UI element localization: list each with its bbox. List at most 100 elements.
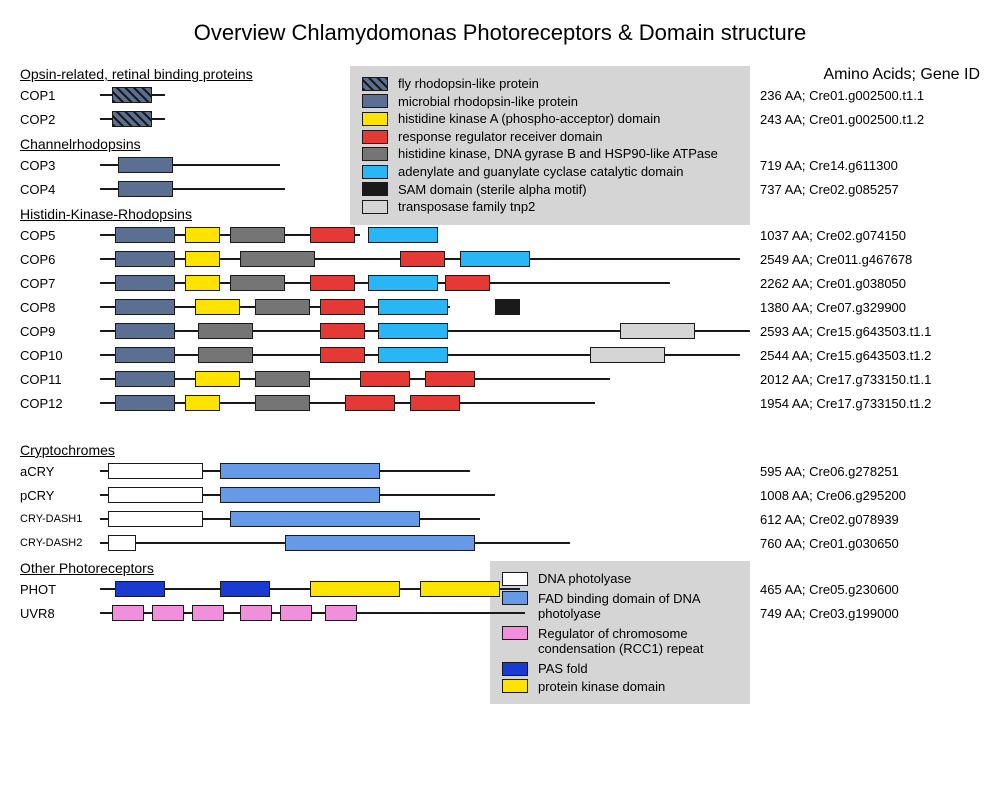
domain-box bbox=[195, 371, 240, 387]
protein-info: 612 AA; Cre02.g078939 bbox=[760, 512, 899, 527]
domain-box bbox=[115, 581, 165, 597]
section-header: Cryptochromes bbox=[20, 442, 980, 458]
domain-box bbox=[240, 605, 272, 621]
protein-row: COP102544 AA; Cre15.g643503.t1.2 bbox=[20, 344, 980, 366]
diagram-container: fly rhodopsin-like proteinmicrobial rhod… bbox=[20, 66, 980, 624]
legend-swatch bbox=[502, 679, 528, 693]
protein-row: aCRY595 AA; Cre06.g278251 bbox=[20, 460, 980, 482]
protein-label: COP5 bbox=[20, 228, 100, 243]
domain-box bbox=[115, 323, 175, 339]
protein-track bbox=[100, 225, 750, 245]
protein-info: 719 AA; Cre14.g611300 bbox=[760, 158, 898, 173]
domain-box bbox=[368, 275, 438, 291]
legend-swatch bbox=[362, 200, 388, 214]
domain-box bbox=[320, 299, 365, 315]
protein-info: 2549 AA; Cre011.g467678 bbox=[760, 252, 912, 267]
legend-label: PAS fold bbox=[538, 661, 588, 677]
domain-box bbox=[310, 275, 355, 291]
domain-box bbox=[115, 395, 175, 411]
protein-track bbox=[100, 369, 750, 389]
protein-row: COP4 737 AA; Cre02.g085257 bbox=[20, 178, 980, 200]
legend-item: protein kinase domain bbox=[502, 679, 738, 695]
protein-label: pCRY bbox=[20, 488, 100, 503]
legend-item: transposase family tnp2 bbox=[362, 199, 738, 215]
protein-label: PHOT bbox=[20, 582, 100, 597]
legend-label: Regulator of chromosome condensation (RC… bbox=[538, 626, 738, 657]
domain-box bbox=[220, 487, 380, 503]
protein-row: COP92593 AA; Cre15.g643503.t1.1 bbox=[20, 320, 980, 342]
domain-box bbox=[400, 251, 445, 267]
domain-box bbox=[320, 347, 365, 363]
legend-item: response regulator receiver domain bbox=[362, 129, 738, 145]
backbone-line bbox=[100, 378, 610, 380]
legend-label: protein kinase domain bbox=[538, 679, 665, 695]
protein-label: CRY-DASH2 bbox=[20, 537, 100, 549]
legend-label: transposase family tnp2 bbox=[398, 199, 535, 215]
domain-box bbox=[620, 323, 695, 339]
protein-row: COP72262 AA; Cre01.g038050 bbox=[20, 272, 980, 294]
domain-box bbox=[425, 371, 475, 387]
protein-track bbox=[100, 579, 750, 599]
protein-track bbox=[100, 85, 750, 105]
protein-label: COP8 bbox=[20, 300, 100, 315]
protein-row: COP6 2549 AA; Cre011.g467678 bbox=[20, 248, 980, 270]
domain-box bbox=[198, 323, 253, 339]
protein-track bbox=[100, 393, 750, 413]
domain-box bbox=[108, 535, 136, 551]
protein-track bbox=[100, 509, 750, 529]
protein-info: 1380 AA; Cre07.g329900 bbox=[760, 300, 906, 315]
legend-item: PAS fold bbox=[502, 661, 738, 677]
protein-info: 737 AA; Cre02.g085257 bbox=[760, 182, 899, 197]
domain-box bbox=[108, 487, 203, 503]
domain-box bbox=[220, 581, 270, 597]
protein-label: CRY-DASH1 bbox=[20, 513, 100, 525]
domain-box bbox=[360, 371, 410, 387]
domain-box bbox=[378, 347, 448, 363]
domain-box bbox=[115, 347, 175, 363]
protein-track bbox=[100, 109, 750, 129]
protein-info: 1008 AA; Cre06.g295200 bbox=[760, 488, 906, 503]
domain-box bbox=[495, 299, 520, 315]
domain-box bbox=[220, 463, 380, 479]
protein-track bbox=[100, 155, 750, 175]
domain-box bbox=[115, 227, 175, 243]
protein-info: 749 AA; Cre03.g199000 bbox=[760, 606, 899, 621]
protein-label: COP4 bbox=[20, 182, 100, 197]
domain-box bbox=[198, 347, 253, 363]
protein-row: CRY-DASH2760 AA; Cre01.g030650 bbox=[20, 532, 980, 554]
domain-box bbox=[285, 535, 475, 551]
domain-box bbox=[185, 275, 220, 291]
protein-row: COP121954 AA; Cre17.g733150.t1.2 bbox=[20, 392, 980, 414]
protein-label: COP1 bbox=[20, 88, 100, 103]
protein-track bbox=[100, 533, 750, 553]
protein-row: UVR8749 AA; Cre03.g199000 bbox=[20, 602, 980, 624]
domain-box bbox=[590, 347, 665, 363]
domain-box bbox=[192, 605, 224, 621]
protein-label: COP6 bbox=[20, 252, 100, 267]
legend-item: Regulator of chromosome condensation (RC… bbox=[502, 626, 738, 657]
domain-box bbox=[255, 299, 310, 315]
domain-box bbox=[108, 463, 203, 479]
protein-info: 2544 AA; Cre15.g643503.t1.2 bbox=[760, 348, 931, 363]
protein-info: 1954 AA; Cre17.g733150.t1.2 bbox=[760, 396, 931, 411]
protein-info: 465 AA; Cre05.g230600 bbox=[760, 582, 899, 597]
protein-label: COP9 bbox=[20, 324, 100, 339]
legend-label: response regulator receiver domain bbox=[398, 129, 603, 145]
domain-box bbox=[378, 323, 448, 339]
protein-info: 243 AA; Cre01.g002500.t1.2 bbox=[760, 112, 924, 127]
protein-row: COP8 1380 AA; Cre07.g329900 bbox=[20, 296, 980, 318]
protein-row: CRY-DASH1 612 AA; Cre02.g078939 bbox=[20, 508, 980, 530]
protein-row: PHOT 465 AA; Cre05.g230600 bbox=[20, 578, 980, 600]
domain-box bbox=[230, 227, 285, 243]
legend-swatch bbox=[362, 130, 388, 144]
protein-track bbox=[100, 321, 750, 341]
protein-track bbox=[100, 345, 750, 365]
domain-box bbox=[445, 275, 490, 291]
protein-info: 236 AA; Cre01.g002500.t1.1 bbox=[760, 88, 924, 103]
protein-info: 2262 AA; Cre01.g038050 bbox=[760, 276, 906, 291]
protein-track bbox=[100, 461, 750, 481]
domain-box bbox=[108, 511, 203, 527]
domain-box bbox=[420, 581, 500, 597]
protein-track bbox=[100, 179, 750, 199]
domain-box bbox=[112, 87, 152, 103]
